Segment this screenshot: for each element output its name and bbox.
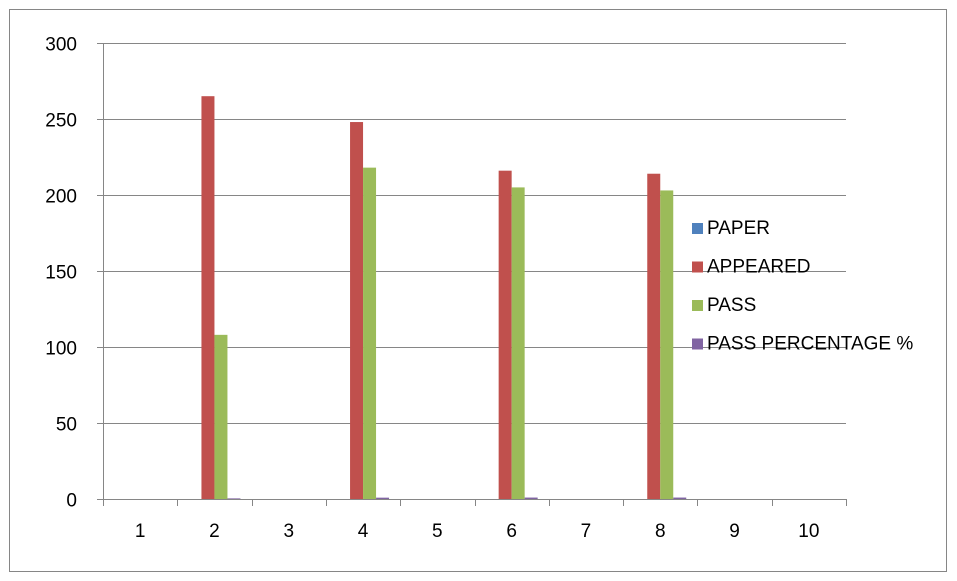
bar-pass-percentage-8 bbox=[673, 497, 687, 499]
bars bbox=[201, 96, 687, 499]
legend-swatch bbox=[692, 338, 703, 350]
x-tick-label: 8 bbox=[655, 521, 666, 542]
legend: PAPER APPEARED PASS PASS PERCENTAGE % bbox=[692, 218, 913, 355]
legend-label: PASS PERCENTAGE % bbox=[707, 334, 913, 355]
legend-label: PASS bbox=[707, 295, 756, 316]
legend-label: APPEARED bbox=[707, 257, 810, 278]
x-tick-label: 7 bbox=[581, 521, 592, 542]
bar-appeared-4 bbox=[350, 122, 364, 499]
x-tick-label: 3 bbox=[283, 521, 294, 542]
bar-pass-percentage-6 bbox=[524, 497, 538, 499]
y-tick-label: 50 bbox=[56, 415, 77, 436]
y-tick-label: 0 bbox=[66, 491, 77, 512]
y-tick-label: 150 bbox=[45, 263, 77, 284]
y-tick-label: 250 bbox=[45, 111, 77, 132]
x-tick-label: 6 bbox=[506, 521, 517, 542]
y-tick-label: 100 bbox=[45, 339, 77, 360]
bar-pass-2 bbox=[214, 334, 228, 499]
y-tick-label: 300 bbox=[45, 35, 77, 56]
bar-appeared-8 bbox=[647, 173, 661, 499]
x-axis-tick-labels: 1 2 3 4 5 6 7 8 9 10 bbox=[135, 521, 820, 542]
legend-label: PAPER bbox=[707, 218, 770, 239]
legend-swatch bbox=[692, 300, 703, 311]
y-tick-label: 200 bbox=[45, 187, 77, 208]
bar-pass-4 bbox=[363, 167, 377, 499]
x-tick-label: 9 bbox=[729, 521, 740, 542]
bar-appeared-6 bbox=[498, 170, 512, 499]
legend-swatch bbox=[692, 223, 703, 234]
x-tick-label: 10 bbox=[798, 521, 819, 542]
x-tick-label: 4 bbox=[358, 521, 369, 542]
bar-pass-percentage-4 bbox=[376, 497, 390, 499]
bar-pass-6 bbox=[511, 187, 525, 499]
bar-pass-percentage-2 bbox=[227, 498, 241, 499]
axes bbox=[97, 43, 847, 506]
x-tick-label: 1 bbox=[135, 521, 146, 542]
y-axis-tick-labels: 0 50 100 150 200 250 300 bbox=[45, 35, 77, 512]
bar-appeared-2 bbox=[201, 96, 215, 499]
x-tick-label: 2 bbox=[209, 521, 220, 542]
legend-swatch bbox=[692, 261, 703, 273]
x-tick-label: 5 bbox=[432, 521, 443, 542]
chart-area bbox=[9, 9, 947, 572]
bar-pass-8 bbox=[660, 190, 674, 499]
